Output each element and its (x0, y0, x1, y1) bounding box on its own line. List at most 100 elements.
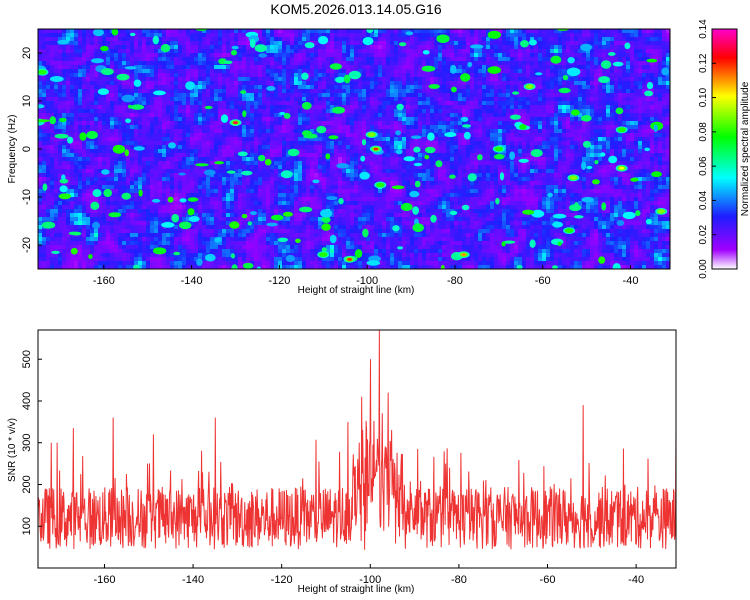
heatmap-cell (458, 77, 463, 82)
heatmap-cell (66, 29, 71, 34)
heatmap-cell (610, 133, 615, 138)
heatmap-cell (150, 45, 155, 50)
heatmap-cell (222, 149, 227, 154)
heatmap-cell (146, 65, 151, 70)
heatmap-cell (90, 41, 95, 46)
heatmap-cell (286, 109, 291, 114)
heatmap-cell (494, 121, 499, 126)
heatmap-cell (306, 93, 311, 98)
heatmap-cell (474, 133, 479, 138)
heatmap-cell (450, 29, 455, 34)
heatmap-cell (446, 69, 451, 74)
heatmap-cell (54, 141, 59, 146)
heatmap-cell (622, 81, 627, 86)
heatmap-cell (138, 41, 143, 46)
heatmap-cell (522, 101, 527, 106)
heatmap-cell (310, 149, 315, 154)
heatmap-cell (578, 57, 583, 62)
heatmap-cell (230, 41, 235, 46)
heatmap-cell (658, 93, 663, 98)
heatmap-cell (166, 153, 171, 158)
heatmap-cell (178, 57, 183, 62)
heatmap-cell (274, 153, 279, 158)
heatmap-cell (590, 97, 595, 102)
heatmap-cell (302, 153, 307, 158)
heatmap-cell (454, 109, 459, 114)
heatmap-cell (86, 29, 91, 34)
heatmap-cell (374, 101, 379, 106)
heatmap-cell (294, 89, 299, 94)
heatmap-cell (338, 29, 343, 34)
heatmap-cell (590, 77, 595, 82)
heatmap-cell (78, 73, 83, 78)
heatmap-cell (290, 85, 295, 90)
heatmap-cell (170, 89, 175, 94)
heatmap-cell (634, 113, 639, 118)
heatmap-cell (306, 121, 311, 126)
heatmap-cell (638, 29, 643, 34)
heatmap-cell (238, 61, 243, 66)
heatmap-cell (338, 85, 343, 90)
heatmap-cell (642, 141, 647, 146)
heatmap-cell (290, 61, 295, 66)
heatmap-cell (190, 77, 195, 82)
heatmap-cell (482, 53, 487, 58)
heatmap-cell (602, 101, 607, 106)
heatmap-cell (558, 117, 563, 122)
heatmap-cell (150, 153, 155, 158)
heatmap-cell (418, 81, 423, 86)
heatmap-cell (394, 97, 399, 102)
heatmap-cell (358, 101, 363, 106)
heatmap-cell (286, 45, 291, 50)
heatmap-cell (362, 65, 367, 70)
heatmap-cell (394, 69, 399, 74)
heatmap-cell (278, 73, 283, 78)
heatmap-cell (358, 29, 363, 34)
heatmap-cell (394, 133, 399, 138)
heatmap-cell (70, 61, 75, 66)
heatmap-cell (426, 41, 431, 46)
heatmap-cell (106, 81, 111, 86)
heatmap-cell (654, 101, 659, 106)
heatmap-cell (418, 109, 423, 114)
heatmap-cell (630, 77, 635, 82)
heatmap-cell (230, 77, 235, 82)
heatmap-cell (298, 101, 303, 106)
heatmap-cell (290, 101, 295, 106)
heatmap-cell (182, 149, 187, 154)
heatmap-cell (590, 45, 595, 50)
heatmap-cell (110, 41, 115, 46)
heatmap-cell (638, 81, 643, 86)
heatmap-cell (630, 81, 635, 86)
heatmap-cell (90, 73, 95, 78)
heatmap-cell (146, 89, 151, 94)
heatmap-cell (298, 29, 303, 34)
heatmap-cell (290, 89, 295, 94)
heatmap-cell (82, 73, 87, 78)
heatmap-cell (602, 57, 607, 62)
heatmap-cell (374, 29, 379, 34)
heatmap-cell (94, 101, 99, 106)
heatmap-cell (514, 81, 519, 86)
heatmap-cell (462, 29, 467, 34)
heatmap-cell (134, 29, 139, 34)
heatmap-cell (606, 121, 611, 126)
heatmap-cell (358, 85, 363, 90)
heatmap-cell (198, 113, 203, 118)
heatmap-cell (174, 33, 179, 38)
heatmap-cell (558, 93, 563, 98)
heatmap-cell (626, 109, 631, 114)
heatmap-cell (514, 93, 519, 98)
heatmap-cell (442, 81, 447, 86)
heatmap-cell (54, 137, 59, 142)
heatmap-cell (478, 121, 483, 126)
heatmap-cell (394, 113, 399, 118)
heatmap-cell (610, 49, 615, 54)
heatmap-cell (66, 49, 71, 54)
heatmap-cell (106, 37, 111, 42)
heatmap-cell (458, 85, 463, 90)
heatmap-cell (362, 89, 367, 94)
heatmap-cell (50, 113, 55, 118)
heatmap-cell (250, 85, 255, 90)
heatmap-cell (114, 65, 119, 70)
